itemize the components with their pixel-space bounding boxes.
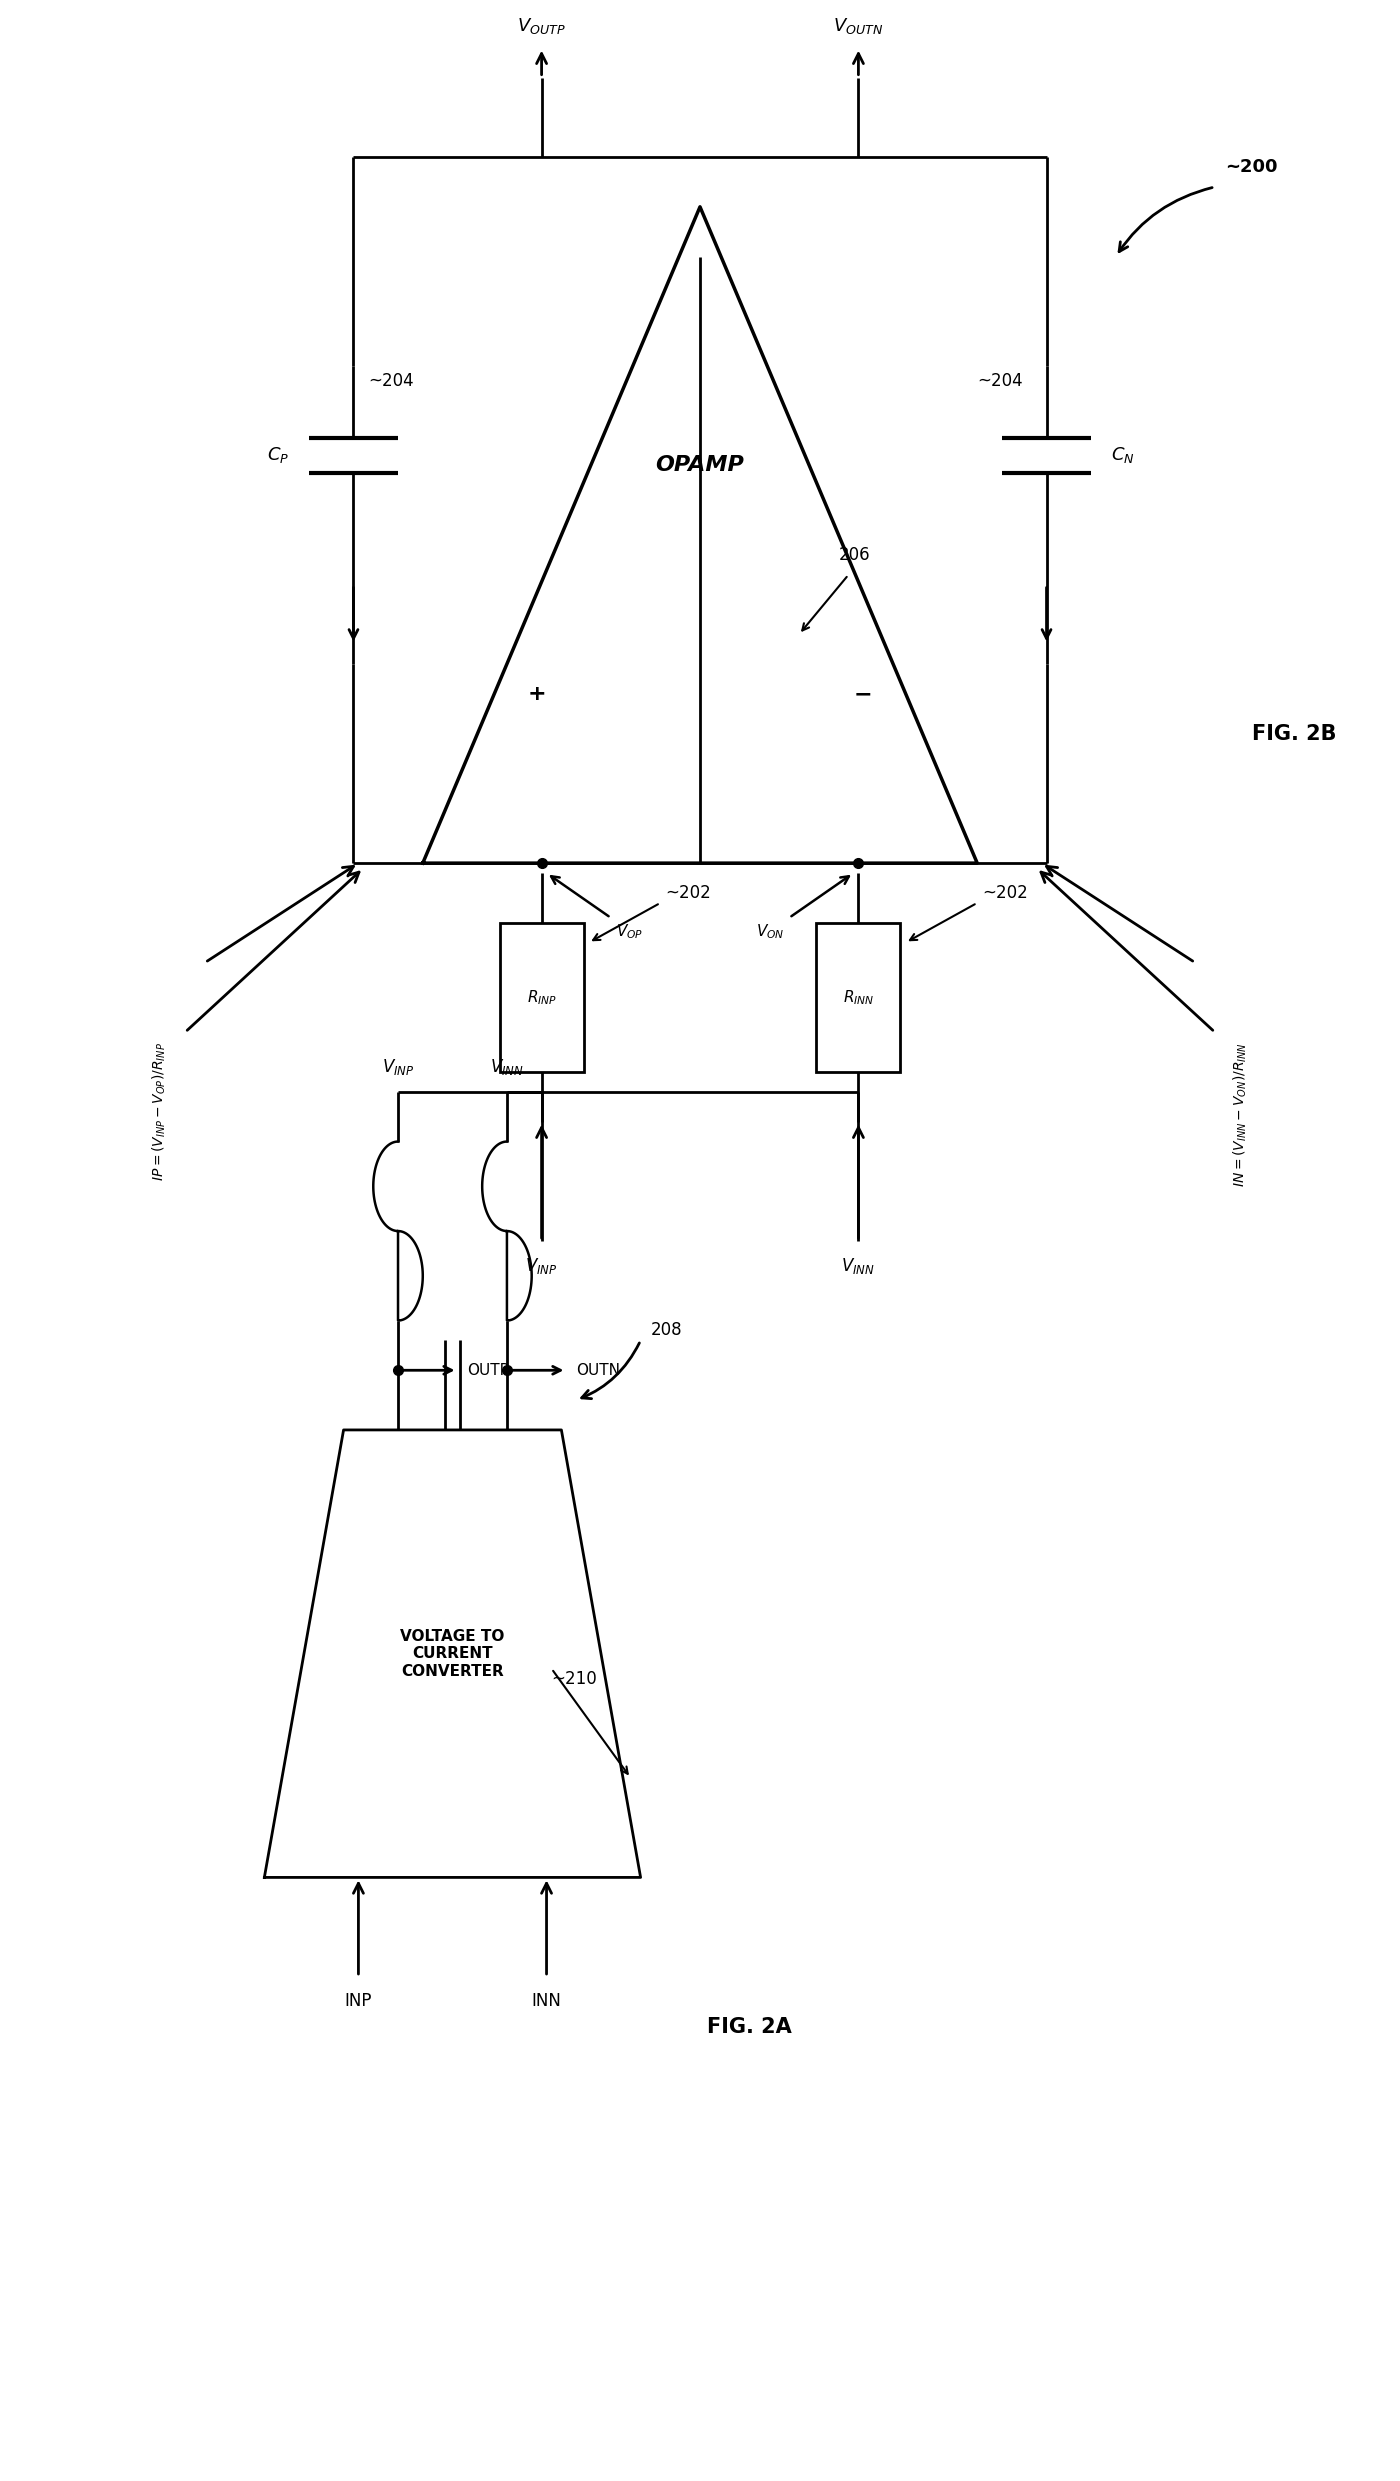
Text: ~202: ~202 [983, 883, 1028, 903]
Text: $C_P$: $C_P$ [267, 447, 290, 466]
Text: INP: INP [344, 1992, 372, 2010]
Text: OPAMP: OPAMP [655, 457, 745, 476]
Text: $V_{OP}$: $V_{OP}$ [616, 923, 643, 940]
Text: $IP=(V_{INP}-V_{OP})/R_{INP}$: $IP=(V_{INP}-V_{OP})/R_{INP}$ [151, 1042, 168, 1181]
Text: $V_{OUTP}$: $V_{OUTP}$ [517, 15, 566, 35]
Text: FIG. 2A: FIG. 2A [707, 2017, 792, 2037]
Text: ~200: ~200 [1225, 159, 1277, 176]
Bar [500, 923, 584, 1072]
Text: OUTP: OUTP [468, 1362, 510, 1377]
Text: ~202: ~202 [665, 883, 711, 903]
Text: ~204: ~204 [368, 372, 414, 390]
Text: 208: 208 [651, 1322, 682, 1340]
Text: 206: 206 [839, 546, 871, 563]
Text: −: − [854, 685, 872, 705]
Text: INN: INN [532, 1992, 561, 2010]
Text: $C_N$: $C_N$ [1110, 447, 1134, 466]
Text: $V_{INP}$: $V_{INP}$ [382, 1057, 414, 1077]
Text: $R_{INP}$: $R_{INP}$ [526, 987, 557, 1007]
Text: OUTN: OUTN [577, 1362, 620, 1377]
Bar [816, 923, 900, 1072]
Text: ~204: ~204 [977, 372, 1023, 390]
Text: $V_{OUTN}$: $V_{OUTN}$ [833, 15, 883, 35]
Text: $V_{INP}$: $V_{INP}$ [525, 1255, 557, 1275]
Text: $V_{INN}$: $V_{INN}$ [490, 1057, 524, 1077]
Text: ~210: ~210 [552, 1670, 598, 1687]
Text: FIG. 2B: FIG. 2B [1252, 724, 1336, 744]
Text: VOLTAGE TO
CURRENT
CONVERTER: VOLTAGE TO CURRENT CONVERTER [400, 1628, 504, 1680]
Text: $V_{INN}$: $V_{INN}$ [841, 1255, 875, 1275]
Text: $R_{INN}$: $R_{INN}$ [843, 987, 874, 1007]
Text: $IN=(V_{INN}-V_{ON})/R_{INN}$: $IN=(V_{INN}-V_{ON})/R_{INN}$ [1232, 1042, 1249, 1186]
Text: $V_{ON}$: $V_{ON}$ [756, 923, 784, 940]
Text: +: + [528, 685, 546, 705]
